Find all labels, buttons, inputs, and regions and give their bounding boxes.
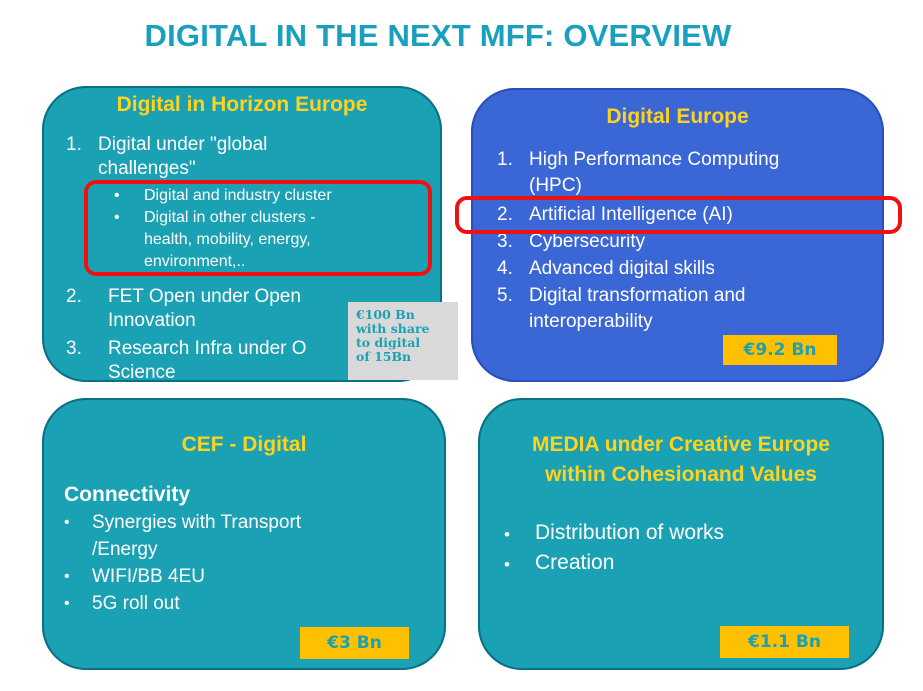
- horizon-europe-heading: Digital in Horizon Europe: [116, 93, 368, 116]
- horizon-item-2-line2: Innovation: [108, 310, 196, 331]
- media-item: Creation: [535, 551, 615, 574]
- horizon-item-3-line2: Science: [108, 362, 176, 382]
- digital-europe-heading: Digital Europe: [606, 105, 749, 128]
- highlight-digital-clusters: [84, 180, 432, 276]
- note-line: €100 Bn: [356, 307, 415, 322]
- item-number: 1.: [66, 134, 82, 155]
- horizon-sub-1: Digital and industry cluster: [144, 187, 332, 204]
- horizon-sub-2-line2: health, mobility, energy,: [144, 231, 311, 248]
- item-number: 2.: [497, 204, 513, 225]
- horizon-europe-box: Digital in Horizon Europe 1. Digital und…: [42, 86, 442, 382]
- horizon-item-1-line2: challenges": [98, 158, 196, 179]
- de-item-5-line2: interoperability: [529, 311, 653, 332]
- note-line: with share: [356, 321, 430, 336]
- connectivity-heading: Connectivity: [64, 483, 191, 506]
- de-item-3: Cybersecurity: [529, 231, 646, 252]
- media-box: MEDIA under Creative Europe within Cohes…: [478, 398, 884, 670]
- bullet: •: [64, 514, 70, 531]
- bullet: •: [64, 568, 70, 585]
- cef-item: WIFI/BB 4EU: [92, 566, 205, 587]
- digital-europe-box: Digital Europe 1. High Performance Compu…: [471, 88, 884, 382]
- horizon-item-1-line1: Digital under "global: [98, 134, 268, 155]
- budget-note: €100 Bn with share to digital of 15Bn: [348, 302, 458, 380]
- note-line: to digital: [356, 335, 421, 350]
- media-heading-line2: within Cohesionand Values: [545, 463, 817, 486]
- cef-digital-box: CEF - Digital Connectivity • Synergies w…: [42, 398, 446, 670]
- cef-item: /Energy: [92, 539, 158, 560]
- de-item-5-line1: Digital transformation and: [529, 285, 746, 306]
- item-number: 5.: [497, 285, 513, 306]
- media-budget: €1.1 Bn: [720, 626, 849, 658]
- bullet: •: [64, 595, 70, 612]
- page-title: DIGITAL IN THE NEXT MFF: OVERVIEW: [144, 18, 732, 53]
- media-item: Distribution of works: [535, 521, 725, 544]
- item-number: 3.: [66, 338, 82, 359]
- bullet: •: [114, 187, 120, 204]
- cef-digital-heading: CEF - Digital: [181, 433, 307, 456]
- item-number: 3.: [497, 231, 513, 252]
- de-item-2: Artificial Intelligence (AI): [529, 204, 733, 225]
- de-item-1-line2: (HPC): [529, 175, 582, 196]
- item-number: 4.: [497, 258, 513, 279]
- cef-item: 5G roll out: [92, 593, 180, 614]
- horizon-item-3-line1: Research Infra under O: [108, 338, 307, 359]
- digital-europe-budget: €9.2 Bn: [723, 335, 837, 365]
- horizon-item-2-line1: FET Open under Open: [108, 286, 301, 307]
- de-item-1-line1: High Performance Computing: [529, 149, 780, 170]
- note-line: of 15Bn: [356, 349, 412, 364]
- item-number: 2.: [66, 286, 82, 307]
- horizon-sub-2-line3: environment,..: [144, 253, 246, 270]
- item-number: 1.: [497, 149, 513, 170]
- de-item-4: Advanced digital skills: [529, 258, 715, 279]
- bullet: •: [114, 209, 120, 226]
- highlight-artificial-intelligence: [455, 196, 902, 234]
- bullet: •: [504, 555, 510, 574]
- horizon-sub-2-line1: Digital in other clusters -: [144, 209, 316, 226]
- cef-budget: €3 Bn: [300, 627, 409, 659]
- media-heading-line1: MEDIA under Creative Europe: [532, 433, 830, 456]
- cef-item: Synergies with Transport: [92, 512, 302, 533]
- bullet: •: [504, 525, 510, 544]
